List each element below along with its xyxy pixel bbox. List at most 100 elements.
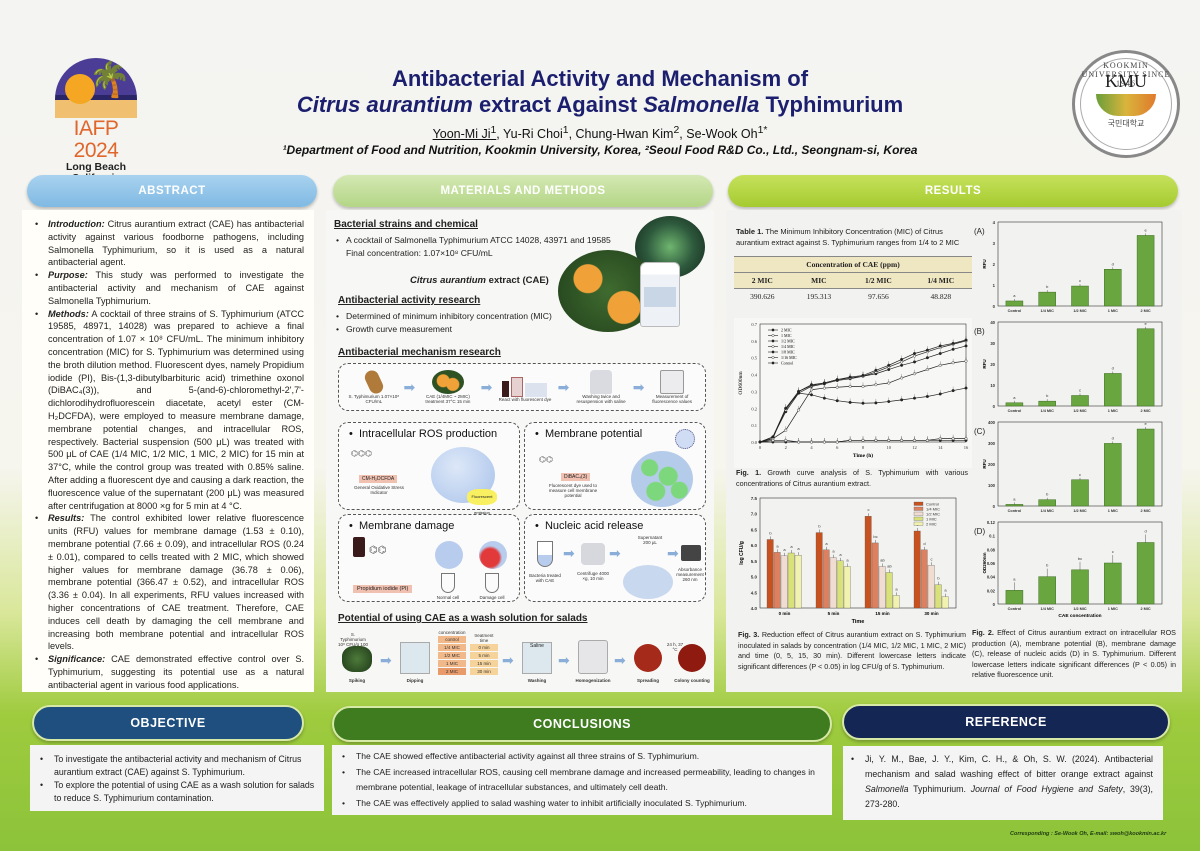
svg-text:a: a	[783, 547, 786, 552]
svg-text:d: d	[1144, 529, 1146, 534]
damage-title: • Membrane damage	[349, 520, 455, 532]
spectrophotometer-icon	[681, 545, 701, 561]
flow-step-4: Washing twice and resuspension with sali…	[571, 370, 631, 404]
abstract-panel: Introduction: Citrus aurantium extract (…	[22, 210, 314, 692]
svg-text:0.2: 0.2	[751, 406, 757, 411]
arrow-icon: ➡	[380, 652, 392, 668]
tube-icon	[441, 573, 455, 593]
logo-year: IAFP 2024	[73, 117, 119, 162]
methods-header: MATERIALS AND METHODS	[333, 175, 713, 207]
svg-text:0: 0	[993, 504, 996, 509]
dye-kit-icon	[494, 373, 556, 397]
svg-text:b: b	[1046, 284, 1049, 289]
potential-title: • Membrane potential	[535, 428, 643, 440]
arrow-icon: ➡	[502, 652, 514, 668]
svg-text:a: a	[825, 541, 828, 546]
affiliations: ¹Department of Food and Nutrition, Kookm…	[282, 143, 918, 157]
svg-text:CAE concentration: CAE concentration	[1058, 613, 1101, 619]
normal-cell-icon	[675, 429, 695, 449]
svg-text:1/4 MIC: 1/4 MIC	[1041, 607, 1055, 611]
svg-text:10: 10	[887, 445, 892, 450]
incubation-label: 24 h, 37 °C	[666, 642, 684, 652]
pi-structure-icon: ⌬⌬	[369, 545, 387, 556]
svg-text:0.04: 0.04	[987, 575, 996, 580]
concentration-list: concentration control 1/4 MIC 1/2 MIC 1 …	[438, 630, 466, 675]
svg-text:a: a	[790, 544, 793, 549]
svg-text:Control: Control	[1008, 509, 1022, 513]
conclusions-box: The CAE showed effective antibacterial a…	[332, 745, 832, 815]
sun-icon	[65, 74, 95, 104]
svg-text:(B): (B)	[974, 327, 985, 336]
centrifuge-icon	[590, 370, 613, 394]
svg-text:c: c	[931, 556, 933, 561]
svg-text:OD600nm: OD600nm	[738, 371, 744, 395]
svg-text:300: 300	[988, 441, 996, 446]
svg-text:5.5: 5.5	[751, 559, 758, 564]
logo-ring-text: KOOKMIN UNIVERSITY SINCE 1946	[1081, 61, 1171, 88]
svg-text:0.1: 0.1	[989, 534, 995, 539]
agar-plate-icon	[634, 644, 662, 672]
iafp-2024-logo: 🌴 IAFP 2024 Long Beach California July 1…	[50, 58, 142, 191]
svg-text:1/4 MIC: 1/4 MIC	[1041, 509, 1055, 513]
mechanism-heading: Antibacterial mechanism research	[338, 347, 501, 358]
svg-text:b: b	[818, 524, 821, 529]
fig2c-membrane-damage-chart: 0 100 200 300 400 RFU (C) a Control b 1/4 MIC c 1/2 …	[972, 418, 1172, 518]
abstract-header: ABSTRACT	[27, 175, 317, 207]
svg-text:7.0: 7.0	[751, 512, 758, 517]
logo-city: Long Beach	[65, 161, 127, 173]
wash-step-dipping: Dipping	[406, 678, 424, 683]
fluorescence-burst-icon: Fluorescent emission	[467, 489, 497, 515]
damage-cell-label: Damage cell	[479, 595, 505, 600]
svg-text:0.12: 0.12	[987, 520, 996, 525]
svg-text:0.06: 0.06	[987, 561, 996, 566]
wash-step-colony-counting: Colony counting	[674, 678, 710, 683]
results-header: RESULTS	[728, 175, 1178, 207]
svg-text:1/2 MIC: 1/2 MIC	[926, 511, 940, 516]
title-genus: Salmonella	[643, 92, 760, 117]
wash-flow: S. Typhimurium 10⁸ CFU/g 100 Spiking ➡ D…	[336, 630, 710, 688]
table-col-quarter-mic: 1/4 MIC	[927, 276, 955, 285]
svg-text:b: b	[1046, 492, 1049, 497]
ros-structure-icon: ⌬⌬⌬	[351, 449, 372, 458]
reference-box: Ji, Y. M., Bae, J. Y., Kim, C. H., & Oh,…	[843, 746, 1163, 820]
logo-korean: 국민대학교	[1107, 119, 1145, 128]
flow-step-1: S. Typhimurium 1.07×10⁸ CFU/mL	[346, 368, 402, 404]
svg-text:bc: bc	[1078, 556, 1082, 561]
arrow-icon: ➡	[558, 652, 570, 668]
svg-text:7.5: 7.5	[751, 496, 758, 501]
svg-text:1/2 MIC: 1/2 MIC	[1073, 509, 1087, 513]
svg-text:400: 400	[988, 420, 996, 425]
arrow-icon: ➡	[563, 545, 575, 561]
time-list: treatment time 0 min 5 min 15 min 30 min	[470, 633, 498, 675]
svg-text:RFU: RFU	[982, 259, 987, 268]
author-2: Yu-Ri Choi1	[503, 125, 569, 142]
objective-header: OBJECTIVE	[32, 705, 304, 741]
objective-item: To investigate the antibacterial activit…	[34, 753, 316, 779]
svg-text:a: a	[1013, 395, 1016, 400]
svg-text:(C): (C)	[974, 427, 985, 436]
svg-text:Control: Control	[1008, 309, 1022, 313]
svg-text:(A): (A)	[974, 227, 985, 236]
svg-text:e: e	[1144, 421, 1147, 426]
svg-text:Control: Control	[926, 501, 939, 506]
svg-text:d: d	[1112, 435, 1114, 440]
orange-icon	[431, 370, 464, 394]
reference-item: Ji, Y. M., Bae, J. Y., Kim, C. H., & Oh,…	[845, 752, 1153, 812]
fig1-caption: Fig. 1. Growth curve analysis of S. Typh…	[736, 468, 968, 488]
svg-text:20: 20	[990, 362, 995, 367]
ros-dye-label: CM-H₂DCFDA	[359, 475, 398, 483]
svg-text:4.0: 4.0	[751, 606, 758, 611]
logo-swoosh-icon	[1096, 94, 1156, 116]
ros-title: • Intracellular ROS production	[349, 428, 498, 440]
activity-heading: Antibacterial activity research	[338, 295, 481, 306]
svg-text:2 MIC: 2 MIC	[1141, 509, 1151, 513]
nucleic-step-4: Absorbance measurement 260 nm	[676, 567, 704, 582]
svg-text:1 MIC: 1 MIC	[1108, 509, 1118, 513]
conclusion-item: The CAE showed effective antibacterial a…	[336, 749, 826, 765]
table-cell: 97.656	[868, 292, 889, 301]
wash-step-spiking: Spiking	[348, 678, 366, 683]
flow-step-3: React with fluorescent dye	[494, 373, 556, 402]
mechanism-flow: S. Typhimurium 1.07×10⁸ CFU/mL ➡ CAE (1/…	[338, 363, 706, 411]
potential-structure-icon: ⌬⌬	[539, 455, 553, 464]
arrow-icon: ➡	[557, 378, 570, 395]
